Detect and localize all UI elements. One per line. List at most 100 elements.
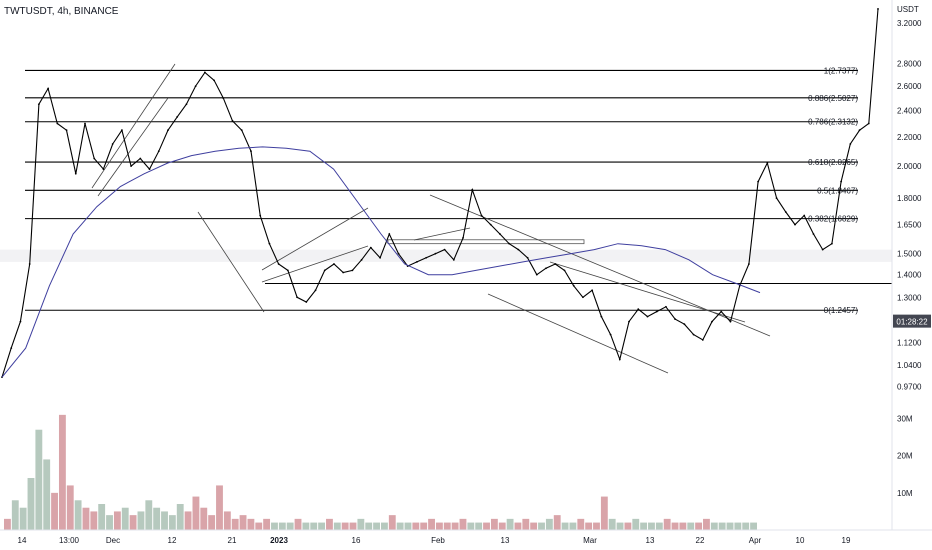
- volume-bar: [483, 522, 490, 530]
- volume-bar: [514, 522, 522, 530]
- price-point: [194, 85, 197, 88]
- volume-tick-label: 30M: [897, 415, 913, 424]
- price-point: [130, 165, 132, 167]
- price-point: [19, 320, 22, 323]
- time-tick-label: 10: [796, 536, 805, 545]
- fib-level-label: 0(1.2457): [824, 306, 859, 315]
- time-tick-label: 14: [18, 536, 27, 545]
- volume-bar: [231, 518, 239, 530]
- price-point: [296, 296, 298, 299]
- price-point: [600, 315, 603, 318]
- volume-bar: [27, 478, 35, 530]
- volume-bar: [545, 518, 553, 530]
- volume-bar: [373, 522, 380, 530]
- volume-bar: [726, 522, 734, 530]
- price-point: [157, 150, 160, 153]
- price-point: [858, 129, 861, 132]
- price-point: [231, 119, 234, 122]
- volume-bar: [530, 522, 538, 530]
- price-point: [443, 248, 446, 251]
- trendline[interactable]: [549, 261, 746, 323]
- volume-bar: [208, 515, 216, 530]
- volume-bar: [357, 518, 365, 530]
- price-point: [830, 242, 833, 245]
- price-point: [775, 197, 778, 200]
- volume-bar: [703, 518, 710, 530]
- price-point: [333, 263, 335, 265]
- volume-bar: [247, 518, 255, 530]
- trendline[interactable]: [197, 211, 265, 313]
- price-point: [729, 320, 732, 323]
- price-point: [867, 122, 870, 125]
- price-point: [526, 256, 529, 259]
- fib-retracement[interactable]: 1(2.7377) 0.886(2.5027) 0.786(2.3132) 0.618…: [25, 66, 892, 315]
- time-tick-label: Feb: [431, 536, 445, 545]
- price-point: [56, 122, 59, 125]
- volume-bar: [624, 522, 632, 530]
- trendline[interactable]: [261, 207, 369, 271]
- price-tick-label: 2.6000: [897, 82, 922, 91]
- volume-bar: [153, 507, 161, 530]
- volume-bar: [333, 522, 341, 530]
- time-tick-label: 13: [646, 536, 655, 545]
- price-point: [655, 310, 658, 313]
- trendline[interactable]: [91, 63, 176, 189]
- volume-bar: [129, 515, 137, 530]
- price-point: [240, 129, 243, 132]
- volume-bar: [294, 518, 302, 530]
- volume-bar: [310, 522, 318, 530]
- consolidation-line[interactable]: [387, 239, 585, 245]
- price-point: [499, 233, 501, 235]
- price-point: [840, 180, 843, 183]
- volume-bar: [648, 522, 655, 530]
- volume-bar: [74, 500, 82, 530]
- price-point: [711, 320, 713, 323]
- price-point: [222, 97, 225, 99]
- time-tick-label: 13: [501, 536, 510, 545]
- range-band: [0, 249, 892, 262]
- trendline[interactable]: [413, 227, 471, 241]
- price-point: [213, 79, 215, 82]
- volume-bar: [216, 485, 223, 530]
- volume-bar: [655, 522, 663, 530]
- price-point: [369, 246, 372, 249]
- countdown-badge: [893, 314, 931, 328]
- price-point: [74, 172, 77, 175]
- volume-bar: [4, 518, 11, 530]
- volume-bar: [223, 511, 231, 530]
- price-point: [748, 263, 750, 265]
- volume-bar: [687, 522, 695, 530]
- price-point: [250, 150, 252, 153]
- volume-bar: [420, 522, 428, 530]
- price-point: [37, 103, 40, 106]
- price-point: [277, 263, 280, 265]
- trendline[interactable]: [97, 97, 169, 197]
- trendline[interactable]: [487, 293, 669, 374]
- fib-level-label: 1(2.7377): [824, 66, 859, 75]
- volume-bar: [184, 511, 192, 530]
- volume-bar: [388, 515, 396, 530]
- price-tick-label: 1.1200: [897, 339, 922, 348]
- price-point: [628, 320, 630, 323]
- volume-bar: [302, 522, 310, 530]
- volume-bar: [396, 522, 404, 530]
- volume-bar: [663, 518, 671, 530]
- price-point: [268, 242, 271, 245]
- time-tick-label: 2023: [270, 536, 288, 545]
- price-line: [1, 8, 879, 378]
- price-axis-unit: USDT: [897, 5, 919, 14]
- price-point: [554, 263, 557, 265]
- volume-bars: [4, 414, 757, 530]
- trend-drawings[interactable]: [0, 63, 892, 374]
- volume-bar: [341, 522, 349, 530]
- volume-bar: [593, 522, 600, 530]
- price-point: [305, 301, 308, 303]
- volume-bar: [200, 507, 208, 530]
- trendline[interactable]: [261, 245, 369, 283]
- price-point: [535, 273, 538, 276]
- price-point: [93, 157, 96, 160]
- fib-level-label: 0.886(2.5027): [808, 94, 858, 103]
- volume-bar: [318, 522, 326, 530]
- volume-bar: [498, 522, 506, 530]
